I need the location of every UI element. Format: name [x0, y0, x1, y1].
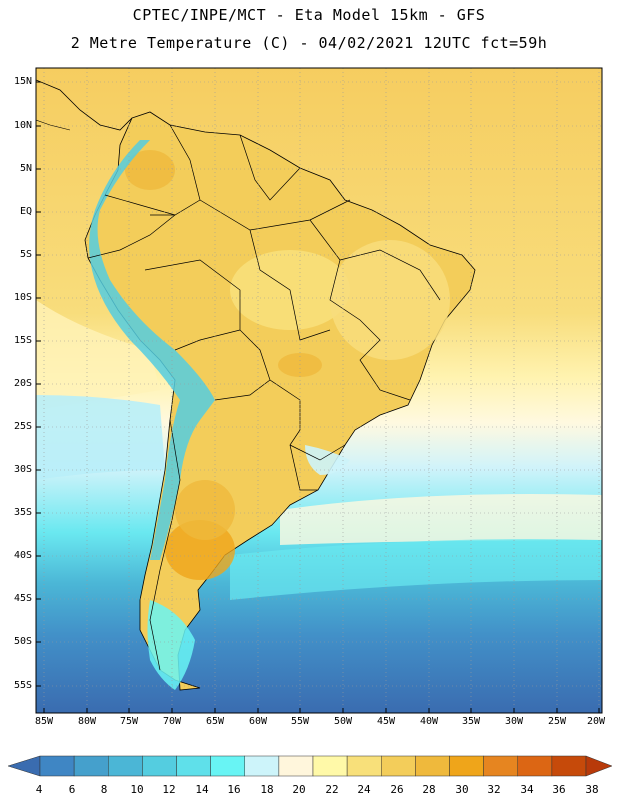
- lat-label: 40S: [13, 550, 32, 561]
- colorbar-swatch: [244, 755, 280, 777]
- lat-label: 45S: [13, 593, 32, 604]
- colorbar-label: 10: [130, 783, 144, 796]
- colorbar-label: 26: [390, 783, 404, 796]
- country-borders: [87, 124, 441, 671]
- colorbar-label: 32: [487, 783, 501, 796]
- lon-label: 75W: [119, 716, 139, 727]
- colorbar-label: 36: [552, 783, 566, 796]
- lon-label: 40W: [419, 716, 439, 727]
- lon-label: 20W: [586, 716, 606, 727]
- lon-label: 50W: [333, 716, 353, 727]
- lat-label: 55S: [13, 680, 32, 691]
- colorbar-swatch: [449, 755, 484, 777]
- colorbar-label: 30: [455, 783, 469, 796]
- colorbar-swatch: [312, 755, 348, 777]
- colorbar-swatch: [381, 755, 416, 777]
- colorbar-label: 8: [100, 783, 108, 796]
- lon-label: 60W: [248, 716, 268, 727]
- lat-label: 50S: [13, 636, 32, 647]
- lat-label: EQ: [19, 206, 32, 217]
- lon-label: 35W: [461, 716, 481, 727]
- lat-label: 35S: [13, 507, 32, 518]
- lon-label: 25W: [547, 716, 567, 727]
- colorbar-label: 22: [325, 783, 339, 796]
- lat-label: 20S: [13, 378, 32, 389]
- colorbar-label: 16: [227, 783, 241, 796]
- lon-label: 30W: [504, 716, 524, 727]
- colorbar-swatch: [346, 755, 382, 777]
- lon-label: 55W: [290, 716, 310, 727]
- colorbar-label: 24: [357, 783, 371, 796]
- colorbar-swatch: [176, 755, 211, 777]
- lon-label: 80W: [77, 716, 97, 727]
- colorbar-label: 28: [422, 783, 436, 796]
- title-line-1: CPTEC/INPE/MCT - Eta Model 15km - GFS: [132, 6, 486, 24]
- colorbar-label: 38: [585, 783, 599, 796]
- map-frame: [35, 67, 603, 714]
- lon-label: 65W: [205, 716, 225, 727]
- colorbar-swatch: [142, 755, 177, 777]
- lat-label: 15S: [13, 335, 32, 346]
- lat-label: 25S: [13, 421, 32, 432]
- lon-label: 85W: [34, 716, 54, 727]
- lon-label: 70W: [162, 716, 182, 727]
- colorbar-label: 4: [35, 783, 43, 796]
- colorbar-swatch: [483, 755, 518, 777]
- colorbar: [7, 755, 613, 777]
- andes-cold-band: [89, 140, 215, 560]
- colorbar-label: 6: [68, 783, 76, 796]
- colorbar-label: 20: [292, 783, 306, 796]
- lat-label: 10S: [13, 292, 32, 303]
- colorbar-swatch: [39, 755, 75, 777]
- colorbar-label: 14: [195, 783, 209, 796]
- title-line-2: 2 Metre Temperature (C) - 04/02/2021 12U…: [70, 34, 548, 52]
- colorbar-arrow-high: [585, 755, 613, 777]
- lat-label: 15N: [13, 76, 32, 87]
- lat-label: 5N: [19, 163, 32, 174]
- colorbar-label: 34: [520, 783, 534, 796]
- colorbar-swatch: [210, 755, 245, 777]
- colorbar-swatch: [278, 755, 314, 777]
- colorbar-swatch: [73, 755, 109, 777]
- lon-label: 45W: [376, 716, 396, 727]
- colorbar-swatch: [415, 755, 450, 777]
- colorbar-arrow-low: [7, 755, 41, 777]
- lat-label: 5S: [19, 249, 32, 260]
- colorbar-swatch: [551, 755, 587, 777]
- colorbar-swatch: [108, 755, 143, 777]
- colorbar-label: 12: [162, 783, 176, 796]
- colorbar-swatch: [517, 755, 553, 777]
- colorbar-label: 18: [260, 783, 274, 796]
- lat-label: 10N: [13, 120, 32, 131]
- lat-label: 30S: [13, 464, 32, 475]
